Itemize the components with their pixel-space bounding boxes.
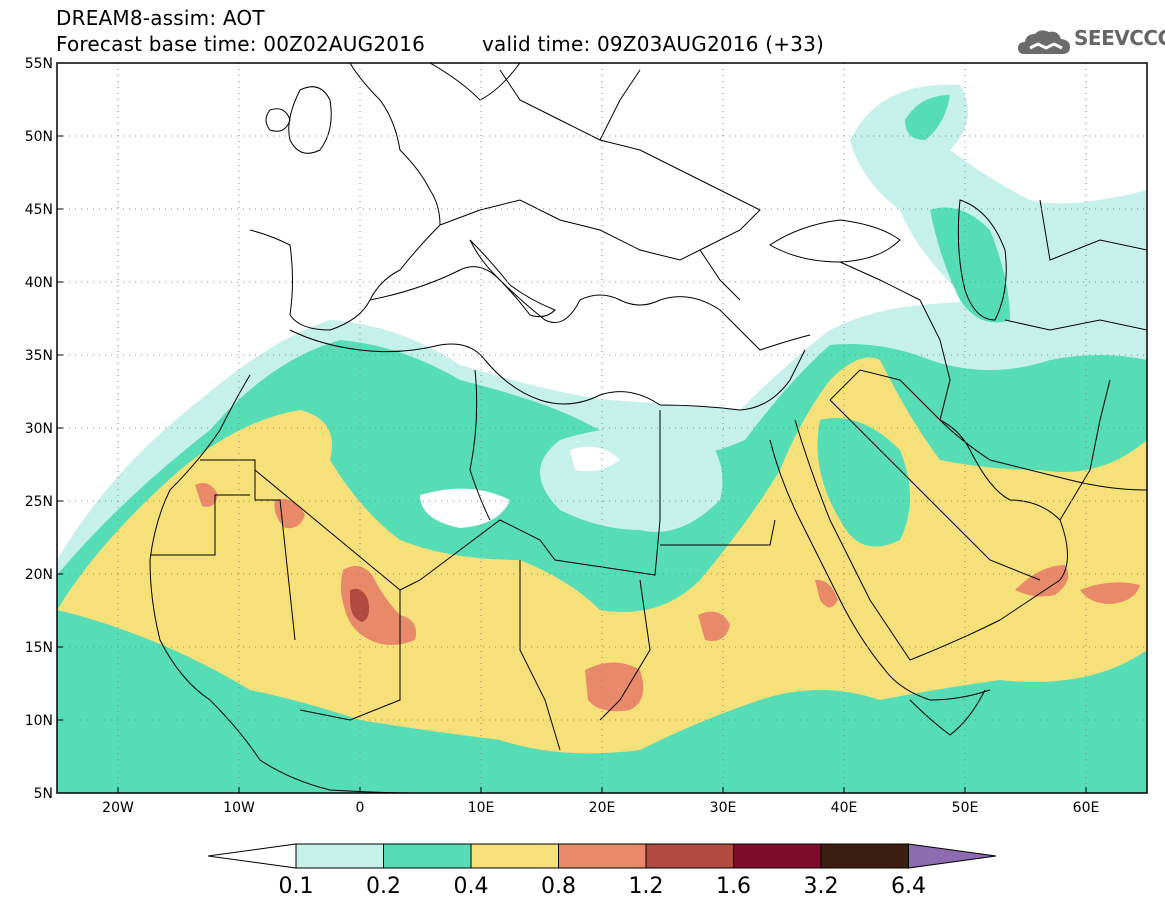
lon-label: 10E	[468, 800, 495, 816]
lat-label: 30N	[25, 421, 53, 437]
lon-label: 10W	[223, 800, 255, 816]
aot-band-0.4-arabia-gap	[817, 418, 910, 547]
lat-label: 45N	[25, 202, 53, 218]
lat-label: 15N	[25, 640, 53, 656]
lat-label: 25N	[25, 494, 53, 510]
colorbar-label: 1.2	[629, 874, 664, 899]
aot-patch-0.8-redsea	[815, 579, 838, 608]
lon-label: 0	[356, 800, 365, 816]
aot-band-0.1-ne	[850, 84, 1147, 324]
lon-label: 50E	[952, 800, 979, 816]
colorbar-swatch	[295, 843, 384, 869]
aot-band-0.2-ne	[905, 95, 950, 140]
colorbar-label: 0.1	[279, 874, 314, 899]
colorbar-over-arrow	[908, 843, 997, 869]
lat-label: 10N	[25, 713, 53, 729]
valid-time: valid time: 09Z03AUG2016 (+33)	[482, 32, 825, 56]
colorbar-swatch	[383, 843, 472, 869]
colorbar-swatch	[558, 843, 647, 869]
colorbar-label: 0.4	[454, 874, 489, 899]
lat-label: 40N	[25, 275, 53, 291]
lat-label: 5N	[34, 786, 53, 802]
lon-label: 60E	[1073, 800, 1100, 816]
colorbar: 0.1 0.2 0.4 0.8 1.2 1.6 3.2 6.4	[207, 843, 997, 899]
colorbar-swatch	[645, 843, 734, 869]
country-borders	[149, 63, 1147, 793]
lat-label: 50N	[25, 129, 53, 145]
colorbar-label: 3.2	[804, 874, 839, 899]
aot-patch-0.8-sudan	[698, 611, 730, 641]
colorbar-label: 0.8	[541, 874, 576, 899]
colorbar-label: 6.4	[891, 874, 926, 899]
colorbar-under-arrow	[207, 843, 297, 869]
lon-label: 30E	[710, 800, 737, 816]
lon-label: 40E	[831, 800, 858, 816]
lon-label: 20W	[102, 800, 134, 816]
colorbar-swatch	[733, 843, 822, 869]
logo-text: SEEVCCC	[1074, 26, 1165, 50]
colorbar-swatch	[470, 843, 559, 869]
aot-band-0.2-caspian	[930, 207, 1010, 323]
lat-label: 20N	[25, 567, 53, 583]
map-title: DREAM8-assim: AOT	[56, 6, 265, 30]
cloud-icon	[1018, 30, 1070, 54]
aot-patch-0.8-oman	[1015, 565, 1069, 597]
aot-patch-0.8-chad	[585, 662, 644, 712]
aot-patch-0.8-arabiansea	[1080, 582, 1140, 604]
lat-label: 55N	[25, 56, 53, 72]
forecast-base-time: Forecast base time: 00Z02AUG2016	[56, 32, 426, 56]
aot-patch-1.2-mali	[350, 588, 370, 622]
aot-patch-0.8-wsahara	[195, 482, 218, 507]
colorbar-label: 0.2	[366, 874, 401, 899]
colorbar-swatch	[820, 843, 909, 869]
colorbar-label: 1.6	[716, 874, 751, 899]
lon-label: 20E	[589, 800, 616, 816]
lat-label: 35N	[25, 348, 53, 364]
